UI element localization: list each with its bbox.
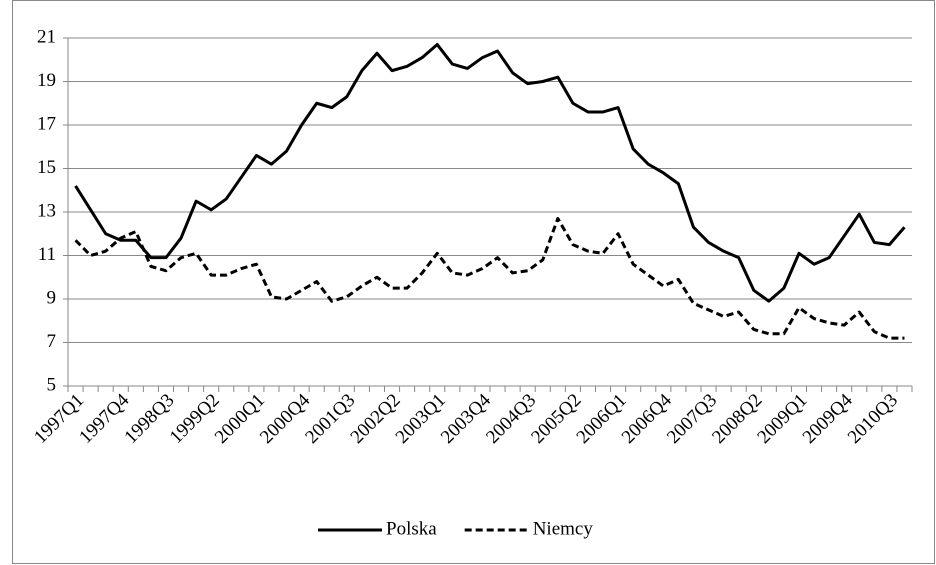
x-tick-label: 1999Q2: [166, 390, 224, 448]
y-tick-label: 15: [37, 157, 56, 178]
x-tick-label: 2005Q2: [527, 390, 585, 448]
y-tick-label: 11: [38, 244, 56, 265]
y-tick-label: 17: [37, 113, 56, 134]
x-tick-label: 2009Q4: [799, 389, 857, 447]
legend-label: Niemcy: [533, 518, 594, 539]
y-tick-label: 7: [47, 331, 57, 352]
x-tick-label: 1997Q1: [30, 390, 88, 448]
x-tick-label: 2010Q3: [844, 390, 902, 448]
y-tick-label: 21: [37, 26, 56, 47]
x-tick-label: 2002Q2: [347, 390, 405, 448]
y-tick-label: 19: [37, 70, 56, 91]
x-tick-label: 1997Q4: [75, 389, 133, 447]
y-tick-label: 13: [37, 200, 56, 221]
legend-label: Polska: [386, 518, 437, 539]
x-tick-label: 2008Q2: [708, 390, 766, 448]
x-tick-label: 2006Q4: [618, 389, 676, 447]
x-tick-label: 2000Q1: [211, 390, 269, 448]
y-tick-label: 9: [47, 287, 57, 308]
y-tick-label: 5: [47, 374, 57, 395]
series-line: [74, 217, 905, 340]
x-tick-label: 2004Q3: [482, 390, 540, 448]
series-line: [74, 43, 906, 303]
x-tick-label: 2003Q1: [392, 390, 450, 448]
chart-border: [12, 0, 935, 564]
x-tick-label: 2003Q4: [437, 389, 495, 447]
x-tick-label: 2006Q1: [573, 390, 631, 448]
x-tick-label: 2001Q3: [301, 390, 359, 448]
x-tick-label: 2009Q1: [753, 390, 811, 448]
x-tick-label: 2000Q4: [256, 389, 314, 447]
x-tick-label: 2007Q3: [663, 390, 721, 448]
x-tick-label: 1998Q3: [120, 390, 178, 448]
